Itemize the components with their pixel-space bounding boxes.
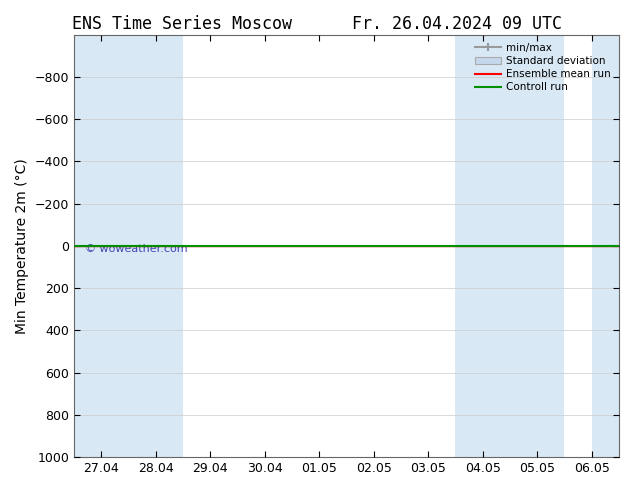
Text: © woweather.com: © woweather.com	[85, 244, 188, 254]
Y-axis label: Min Temperature 2m (°C): Min Temperature 2m (°C)	[15, 158, 29, 334]
Bar	[455, 35, 510, 457]
Bar	[129, 35, 183, 457]
Bar	[74, 35, 129, 457]
Bar	[510, 35, 564, 457]
Text: ENS Time Series Moscow      Fr. 26.04.2024 09 UTC: ENS Time Series Moscow Fr. 26.04.2024 09…	[72, 15, 562, 33]
Bar	[592, 35, 619, 457]
Legend: min/max, Standard deviation, Ensemble mean run, Controll run: min/max, Standard deviation, Ensemble me…	[472, 40, 614, 96]
